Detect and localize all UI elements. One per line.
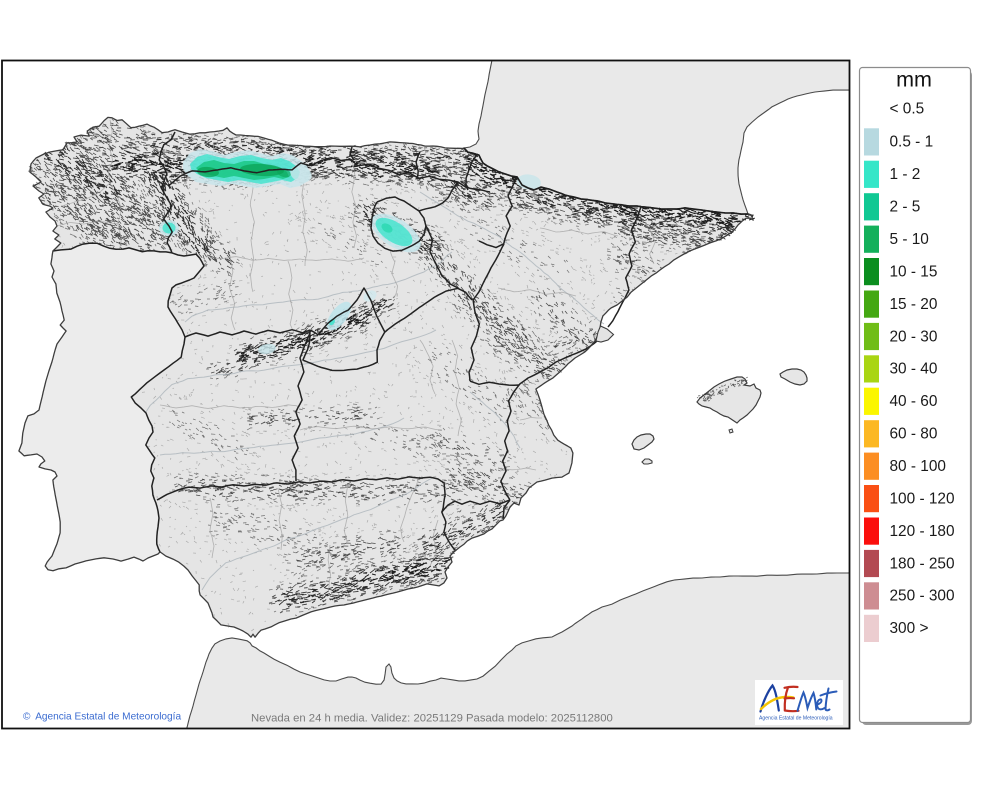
svg-text:1 - 2: 1 - 2: [890, 166, 921, 183]
svg-text:30 - 40: 30 - 40: [890, 361, 938, 378]
svg-text:mm: mm: [896, 68, 932, 92]
svg-text:100 - 120: 100 - 120: [890, 490, 955, 507]
svg-text:40 - 60: 40 - 60: [890, 393, 938, 410]
svg-text:20 - 30: 20 - 30: [890, 328, 938, 345]
svg-text:2 - 5: 2 - 5: [890, 199, 921, 216]
svg-text:180 - 250: 180 - 250: [890, 555, 955, 572]
svg-text:5 - 10: 5 - 10: [890, 231, 929, 248]
svg-text:250 - 300: 250 - 300: [890, 588, 955, 605]
svg-text:Nevada en 24 h media. Validez:: Nevada en 24 h media. Validez: 20251129 …: [251, 713, 613, 725]
svg-text:0.5 - 1: 0.5 - 1: [890, 134, 934, 151]
svg-text:60 - 80: 60 - 80: [890, 426, 938, 443]
svg-text:Agencia Estatal de Meteorologí: Agencia Estatal de Meteorología: [759, 716, 833, 722]
svg-text:< 0.5: < 0.5: [890, 101, 925, 118]
svg-text:300 >: 300 >: [890, 620, 929, 637]
svg-text:80 - 100: 80 - 100: [890, 458, 946, 475]
svg-text:120 - 180: 120 - 180: [890, 523, 955, 540]
svg-text:15 - 20: 15 - 20: [890, 296, 938, 313]
svg-text:© Agencia Estatal de Meteorolo: © Agencia Estatal de Meteorología: [23, 712, 181, 723]
svg-text:10 - 15: 10 - 15: [890, 263, 938, 280]
